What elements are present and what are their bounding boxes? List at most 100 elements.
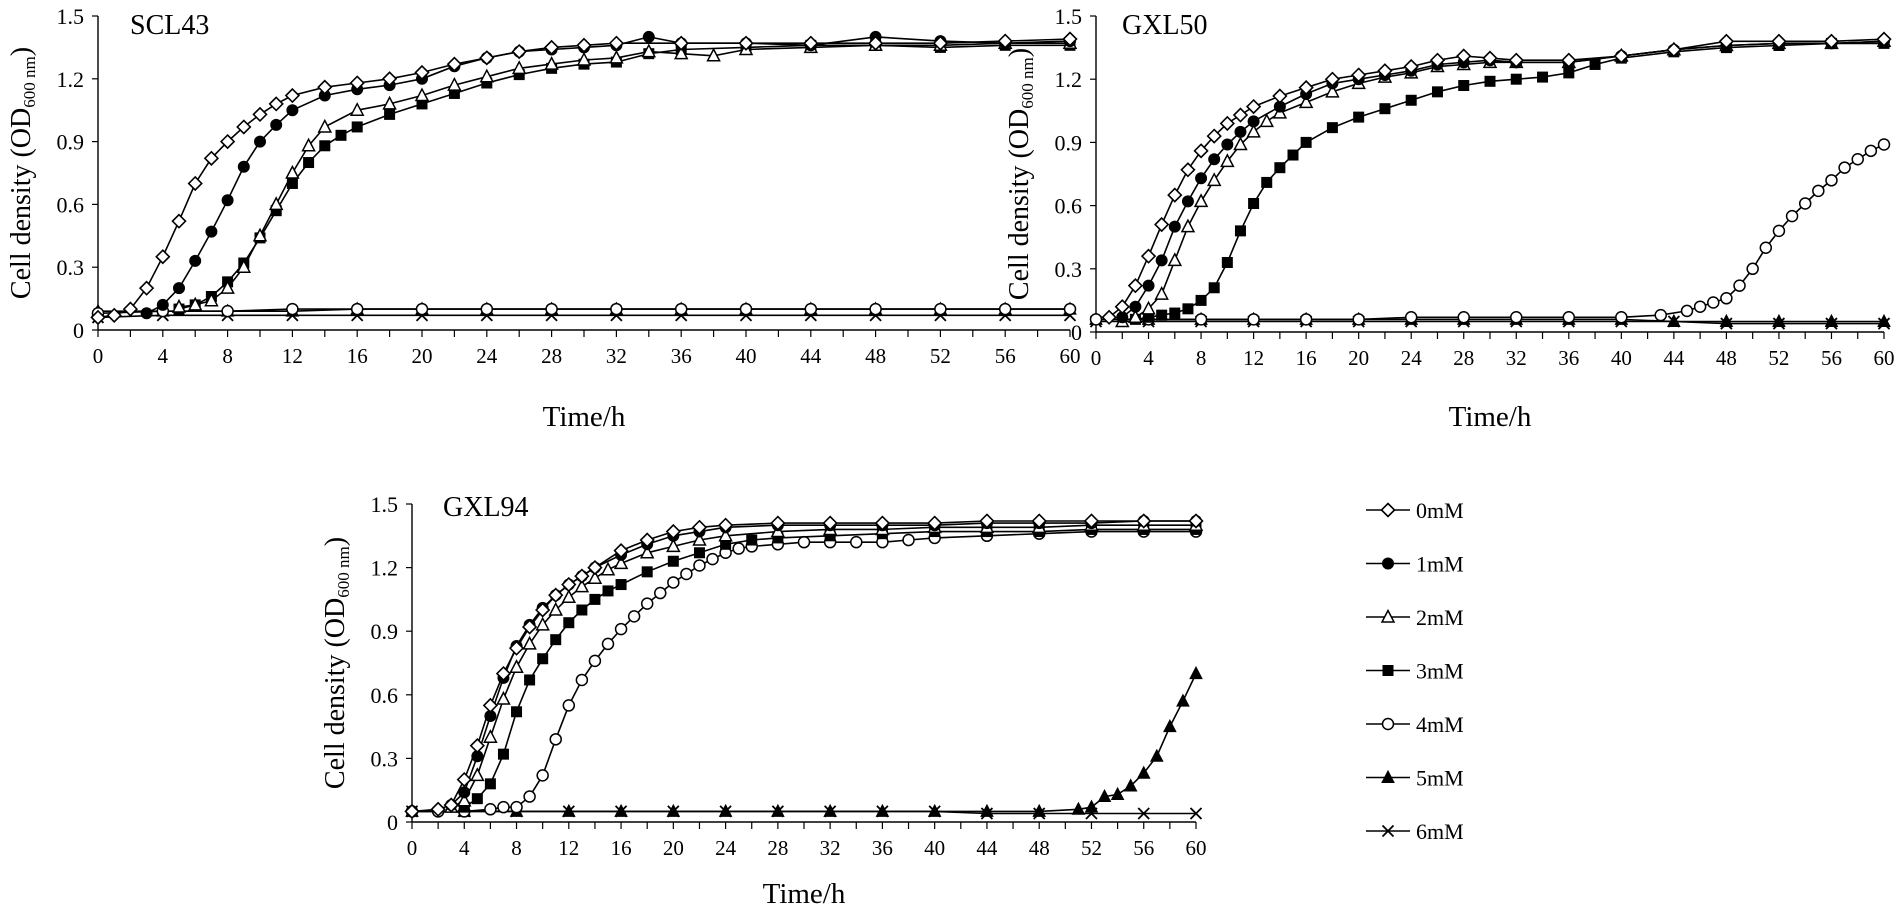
data-point [351, 121, 363, 133]
data-point [156, 298, 169, 311]
y-axis-title-close: ) [1004, 48, 1035, 57]
series-1mM [140, 30, 1076, 320]
data-point [1189, 666, 1203, 680]
data-point [1718, 33, 1735, 49]
data-point [479, 68, 495, 83]
y-tick-label: 0.3 [57, 255, 85, 280]
data-point [1123, 778, 1138, 792]
data-point [285, 164, 300, 179]
data-point [804, 302, 818, 316]
data-point [237, 160, 250, 173]
y-tick-label: 0.6 [1055, 194, 1083, 219]
x-tick-label: 20 [1348, 346, 1369, 370]
x-tick-label: 28 [1453, 346, 1474, 370]
y-axis-title-main: Cell density (OD [6, 108, 37, 299]
data-point [692, 531, 707, 546]
series-line [463, 528, 1196, 808]
data-point [609, 49, 624, 64]
y-axis-title-subscript: 600 nm [1018, 57, 1037, 108]
series-line [178, 42, 1070, 308]
x-tick-label: 4 [158, 344, 169, 368]
data-point [1180, 218, 1196, 233]
data-point [268, 96, 284, 112]
x-tick-label: 40 [736, 344, 757, 368]
data-point [1083, 513, 1100, 529]
data-point [106, 307, 122, 323]
data-point [1876, 31, 1892, 47]
data-point [1287, 149, 1299, 161]
data-point [1062, 31, 1078, 47]
x-tick-label: 20 [663, 836, 684, 860]
data-point [575, 673, 589, 687]
data-point [497, 800, 510, 814]
data-point [1864, 144, 1878, 158]
data-point [576, 604, 588, 616]
data-point [1654, 308, 1667, 322]
data-point [203, 150, 220, 166]
data-point [613, 543, 629, 559]
data-point [574, 578, 590, 593]
x-tick-label: 4 [459, 836, 470, 860]
data-point [443, 797, 459, 813]
data-point [680, 567, 693, 581]
data-point [1127, 278, 1144, 294]
data-point [639, 544, 655, 559]
series-1mM [1116, 35, 1890, 324]
y-tick-label: 0.9 [1055, 130, 1083, 155]
series-3mM [1129, 37, 1890, 325]
x-tick-label: 48 [865, 344, 886, 368]
data-point [446, 56, 463, 72]
data-point [1163, 719, 1177, 733]
legend-entry: 3mM [1366, 659, 1464, 684]
data-point [1431, 86, 1443, 98]
x-axis-title: Time/h [1449, 401, 1532, 433]
data-point [691, 519, 708, 535]
data-point [1785, 209, 1799, 223]
data-point [497, 748, 509, 760]
legend-label: 1mM [1416, 552, 1464, 577]
data-point [718, 803, 733, 817]
data-point [1298, 79, 1314, 96]
series-line [178, 44, 1070, 310]
data-point [927, 515, 943, 531]
y-axis-title-main: Cell density (OD [1004, 109, 1035, 300]
data-point [1484, 75, 1496, 87]
x-tick-label: 48 [1716, 346, 1737, 370]
series-3mM [173, 39, 1076, 315]
x-tick-label: 32 [1506, 346, 1527, 370]
data-point [1798, 197, 1812, 210]
data-point [381, 71, 398, 87]
data-point [1245, 98, 1262, 115]
data-point [1482, 50, 1498, 66]
series-line [450, 524, 1196, 808]
data-point [666, 538, 681, 553]
data-point [1140, 248, 1157, 264]
data-point [482, 697, 499, 714]
legend-entry: 5mM [1366, 766, 1464, 791]
data-point [236, 119, 252, 135]
data-point [1167, 252, 1183, 267]
data-point [608, 35, 625, 51]
data-point [1180, 162, 1196, 178]
data-point [1220, 153, 1235, 168]
data-point [587, 559, 603, 576]
series-4mM [91, 302, 1077, 320]
data-point [1458, 80, 1470, 92]
x-tick-label: 12 [1243, 346, 1264, 370]
data-point [544, 56, 559, 70]
data-point [1168, 220, 1181, 233]
data-point [284, 87, 301, 104]
x-tick-label: 52 [1081, 836, 1102, 860]
x-tick-label: 16 [347, 344, 368, 368]
legend: 0mM 1mM 2mM 3mM 4mM 5mM 6mM [1366, 498, 1464, 844]
data-point [1326, 122, 1338, 134]
x-tick-label: 56 [1821, 346, 1842, 370]
data-point [1508, 52, 1524, 68]
data-point [1247, 115, 1260, 128]
data-point [1206, 128, 1222, 144]
x-tick-label: 40 [924, 836, 945, 860]
data-point [717, 517, 734, 533]
series-0mM [90, 31, 1078, 326]
data-point [771, 803, 785, 817]
data-point [1176, 693, 1190, 707]
